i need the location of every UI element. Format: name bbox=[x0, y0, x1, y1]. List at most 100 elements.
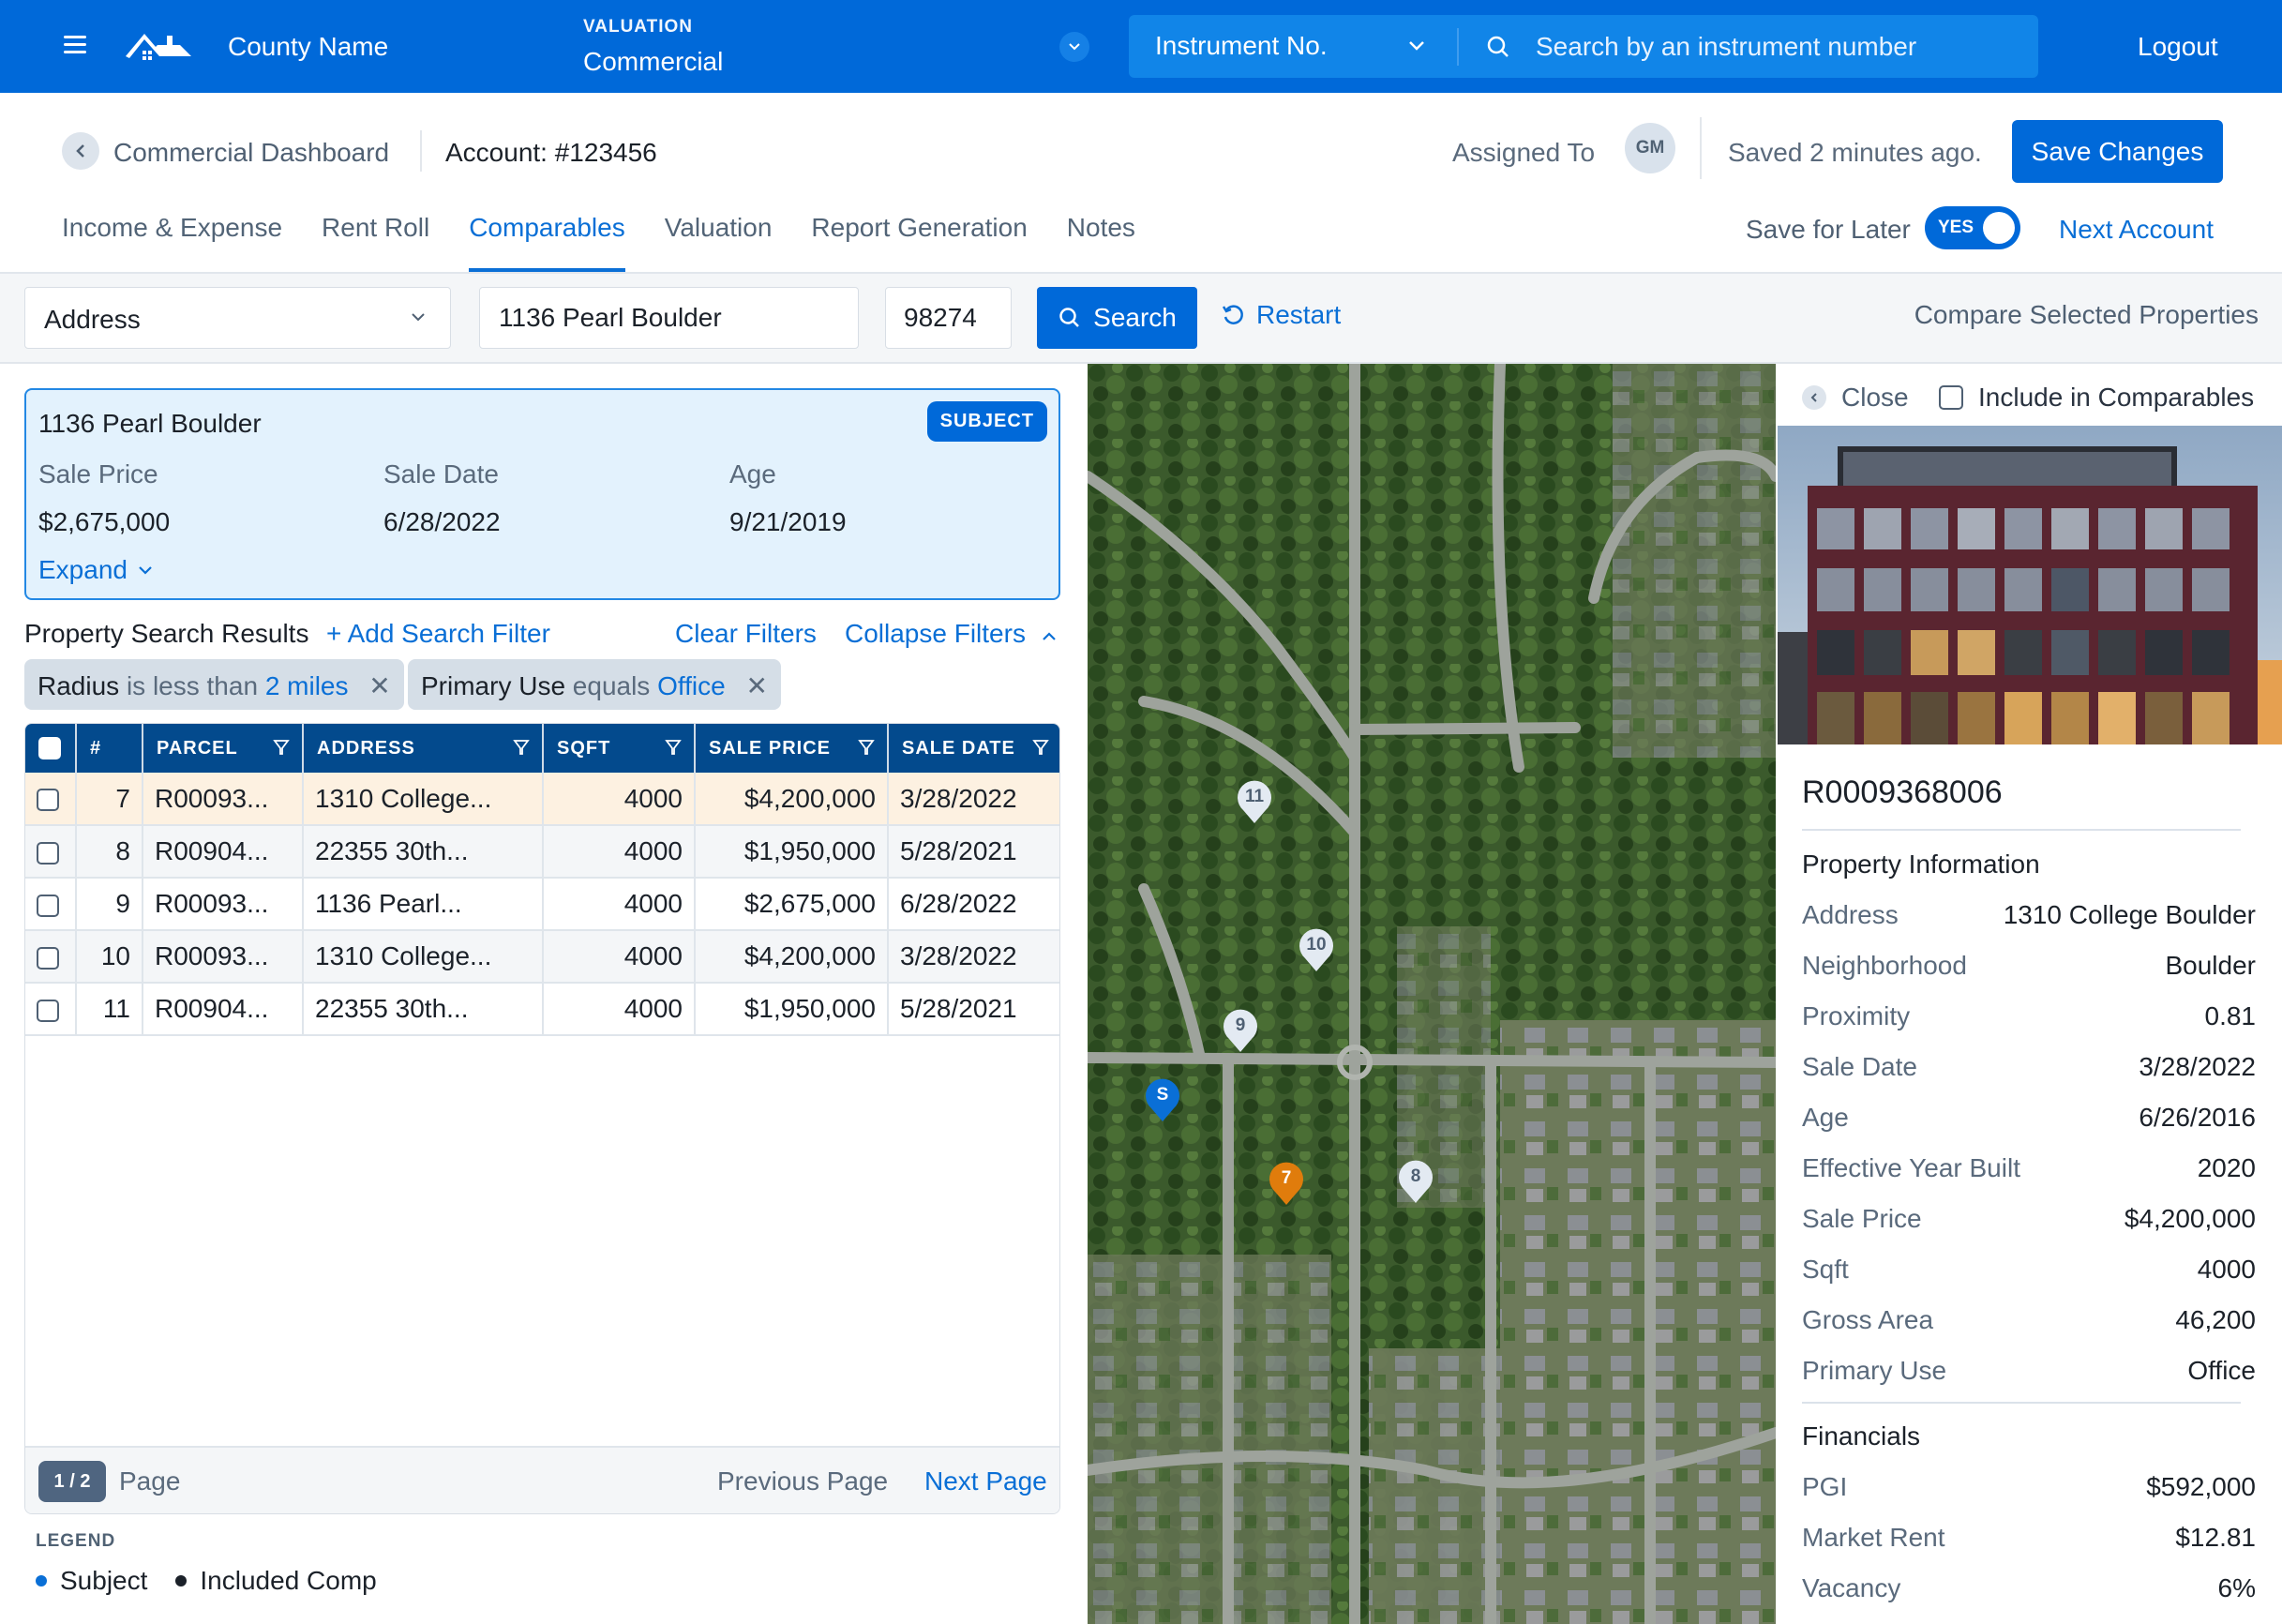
restart-button[interactable]: Restart bbox=[1221, 300, 1341, 330]
chip-key: Primary Use bbox=[421, 671, 566, 700]
chevron-left-icon bbox=[76, 144, 84, 158]
financial-row-vacancy: Vacancy 6% bbox=[1802, 1573, 2256, 1603]
close-panel-button[interactable]: Close bbox=[1802, 383, 1909, 413]
add-search-filter-button[interactable]: + Add Search Filter bbox=[326, 619, 550, 648]
valuation-label: VALUATION bbox=[583, 17, 694, 37]
map-imagery bbox=[1088, 364, 1776, 1624]
table-row[interactable]: 7 R00093... 1310 College... 4000 $4,200,… bbox=[25, 773, 1059, 826]
sale-date-cell: 5/28/2021 bbox=[888, 825, 1059, 879]
info-value: 0.81 bbox=[2204, 1001, 2257, 1030]
filter-icon[interactable] bbox=[1031, 738, 1050, 757]
save-for-later-toggle[interactable]: YES bbox=[1925, 206, 2020, 249]
sqft-cell: 4000 bbox=[543, 825, 696, 879]
filter-chip-primary-use: Primary Use equals Office ✕ bbox=[408, 659, 781, 710]
select-all-checkbox[interactable] bbox=[38, 737, 61, 759]
assignee-avatar[interactable]: GM bbox=[1625, 123, 1675, 173]
filter-icon[interactable] bbox=[272, 738, 291, 757]
tab-rent-roll[interactable]: Rent Roll bbox=[322, 213, 430, 242]
filter-icon[interactable] bbox=[664, 738, 683, 757]
row-checkbox[interactable] bbox=[37, 946, 59, 970]
divider bbox=[1802, 829, 2241, 831]
info-value: Office bbox=[2187, 1356, 2256, 1385]
sqft-cell: 4000 bbox=[543, 983, 696, 1036]
checkbox-icon[interactable] bbox=[1939, 385, 1963, 410]
row-number: 9 bbox=[76, 878, 143, 931]
map-pin-comp-8[interactable]: 8 bbox=[1397, 1160, 1434, 1205]
address-cell: 1310 College... bbox=[303, 930, 544, 984]
filter-icon[interactable] bbox=[857, 738, 876, 757]
address-input[interactable] bbox=[479, 287, 859, 349]
page-label: Page bbox=[119, 1466, 181, 1496]
previous-page-button[interactable]: Previous Page bbox=[717, 1466, 889, 1496]
parcel-id: R0009368006 bbox=[1802, 774, 2003, 810]
compare-selected-properties-link[interactable]: Compare Selected Properties bbox=[1914, 300, 2259, 329]
search-field-select[interactable]: Address bbox=[24, 287, 451, 349]
valuation-type: Commercial bbox=[583, 47, 724, 76]
sqft-cell: 4000 bbox=[543, 773, 696, 826]
info-label: Vacancy bbox=[1802, 1573, 1901, 1602]
tab-notes[interactable]: Notes bbox=[1066, 213, 1135, 242]
map-pin-subject[interactable]: S bbox=[1144, 1078, 1181, 1123]
financial-row-market-rent: Market Rent $12.81 bbox=[1802, 1523, 2256, 1553]
menu-icon[interactable] bbox=[64, 36, 86, 54]
column-label: PARCEL bbox=[157, 737, 238, 759]
expand-button[interactable]: Expand bbox=[38, 555, 154, 585]
back-button[interactable] bbox=[62, 132, 99, 170]
logout-link[interactable]: Logout bbox=[2138, 32, 2218, 61]
zip-input[interactable] bbox=[885, 287, 1012, 349]
column-header-number: # bbox=[76, 724, 143, 773]
row-checkbox[interactable] bbox=[37, 999, 59, 1022]
clear-filters-link[interactable]: Clear Filters bbox=[675, 619, 817, 648]
chevron-down-icon bbox=[412, 313, 425, 322]
info-value: 4000 bbox=[2197, 1255, 2256, 1284]
chip-operator: is less than bbox=[126, 671, 259, 700]
pin-label: S bbox=[1156, 1085, 1169, 1105]
remove-filter-icon[interactable]: ✕ bbox=[745, 671, 768, 700]
map-pin-selected-7[interactable]: 7 bbox=[1268, 1162, 1305, 1207]
remove-filter-icon[interactable]: ✕ bbox=[368, 671, 391, 700]
info-value: 2020 bbox=[2197, 1153, 2256, 1182]
row-checkbox[interactable] bbox=[37, 894, 59, 917]
instrument-search-input[interactable] bbox=[1536, 26, 2004, 68]
sqft-cell: 4000 bbox=[543, 878, 696, 931]
sale-price-cell: $1,950,000 bbox=[695, 825, 889, 879]
chip-value: 2 miles bbox=[264, 671, 349, 700]
map-pin-comp-10[interactable]: 10 bbox=[1298, 928, 1335, 973]
include-label: Include in Comparables bbox=[1978, 383, 2255, 412]
table-row[interactable]: 9 R00093... 1136 Pearl... 4000 $2,675,00… bbox=[25, 878, 1059, 931]
save-changes-button[interactable]: Save Changes bbox=[2012, 120, 2223, 183]
map-pin-comp-11[interactable]: 11 bbox=[1236, 780, 1273, 825]
valuation-dropdown-button[interactable] bbox=[1059, 32, 1089, 62]
satellite-map[interactable]: 11 10 9 S 7 8 bbox=[1088, 364, 1776, 1624]
subject-sale-price: Sale Price $2,675,000 bbox=[38, 459, 170, 537]
include-in-comparables-checkbox[interactable]: Include in Comparables bbox=[1939, 383, 2254, 413]
breadcrumb-commercial-dashboard[interactable]: Commercial Dashboard bbox=[113, 138, 390, 167]
assigned-to-label: Assigned To bbox=[1452, 138, 1596, 167]
table-row[interactable]: 11 R00904... 22355 30th... 4000 $1,950,0… bbox=[25, 983, 1059, 1036]
table-row[interactable]: 8 R00904... 22355 30th... 4000 $1,950,00… bbox=[25, 825, 1059, 879]
tab-valuation[interactable]: Valuation bbox=[664, 213, 773, 242]
collapse-filters-link[interactable]: Collapse Filters bbox=[845, 619, 1058, 649]
house-logo-icon bbox=[126, 34, 191, 60]
filter-icon[interactable] bbox=[512, 738, 531, 757]
pin-label: 7 bbox=[1281, 1168, 1292, 1188]
tab-report-generation[interactable]: Report Generation bbox=[811, 213, 1028, 242]
tab-income-expense[interactable]: Income & Expense bbox=[62, 213, 283, 242]
info-row-proximity: Proximity 0.81 bbox=[1802, 1001, 2256, 1031]
tab-comparables[interactable]: Comparables bbox=[469, 213, 625, 272]
next-page-button[interactable]: Next Page bbox=[924, 1466, 1047, 1496]
map-pin-comp-9[interactable]: 9 bbox=[1222, 1009, 1259, 1054]
row-checkbox[interactable] bbox=[37, 789, 59, 812]
next-account-link[interactable]: Next Account bbox=[2059, 215, 2214, 244]
address-cell: 22355 30th... bbox=[303, 983, 544, 1036]
top-header: County Name VALUATION Commercial Instrum… bbox=[0, 0, 2282, 93]
property-detail-panel: Close Include in Comparables bbox=[1778, 364, 2282, 1624]
search-type-select[interactable]: Instrument No. bbox=[1155, 31, 1328, 60]
info-label: Market Rent bbox=[1802, 1523, 1945, 1552]
row-select bbox=[25, 930, 77, 984]
table-row[interactable]: 10 R00093... 1310 College... 4000 $4,200… bbox=[25, 930, 1059, 984]
search-button[interactable]: Search bbox=[1037, 287, 1197, 349]
row-checkbox[interactable] bbox=[37, 841, 59, 865]
pin-label: 8 bbox=[1410, 1166, 1421, 1186]
field-value: $2,675,000 bbox=[38, 507, 171, 536]
